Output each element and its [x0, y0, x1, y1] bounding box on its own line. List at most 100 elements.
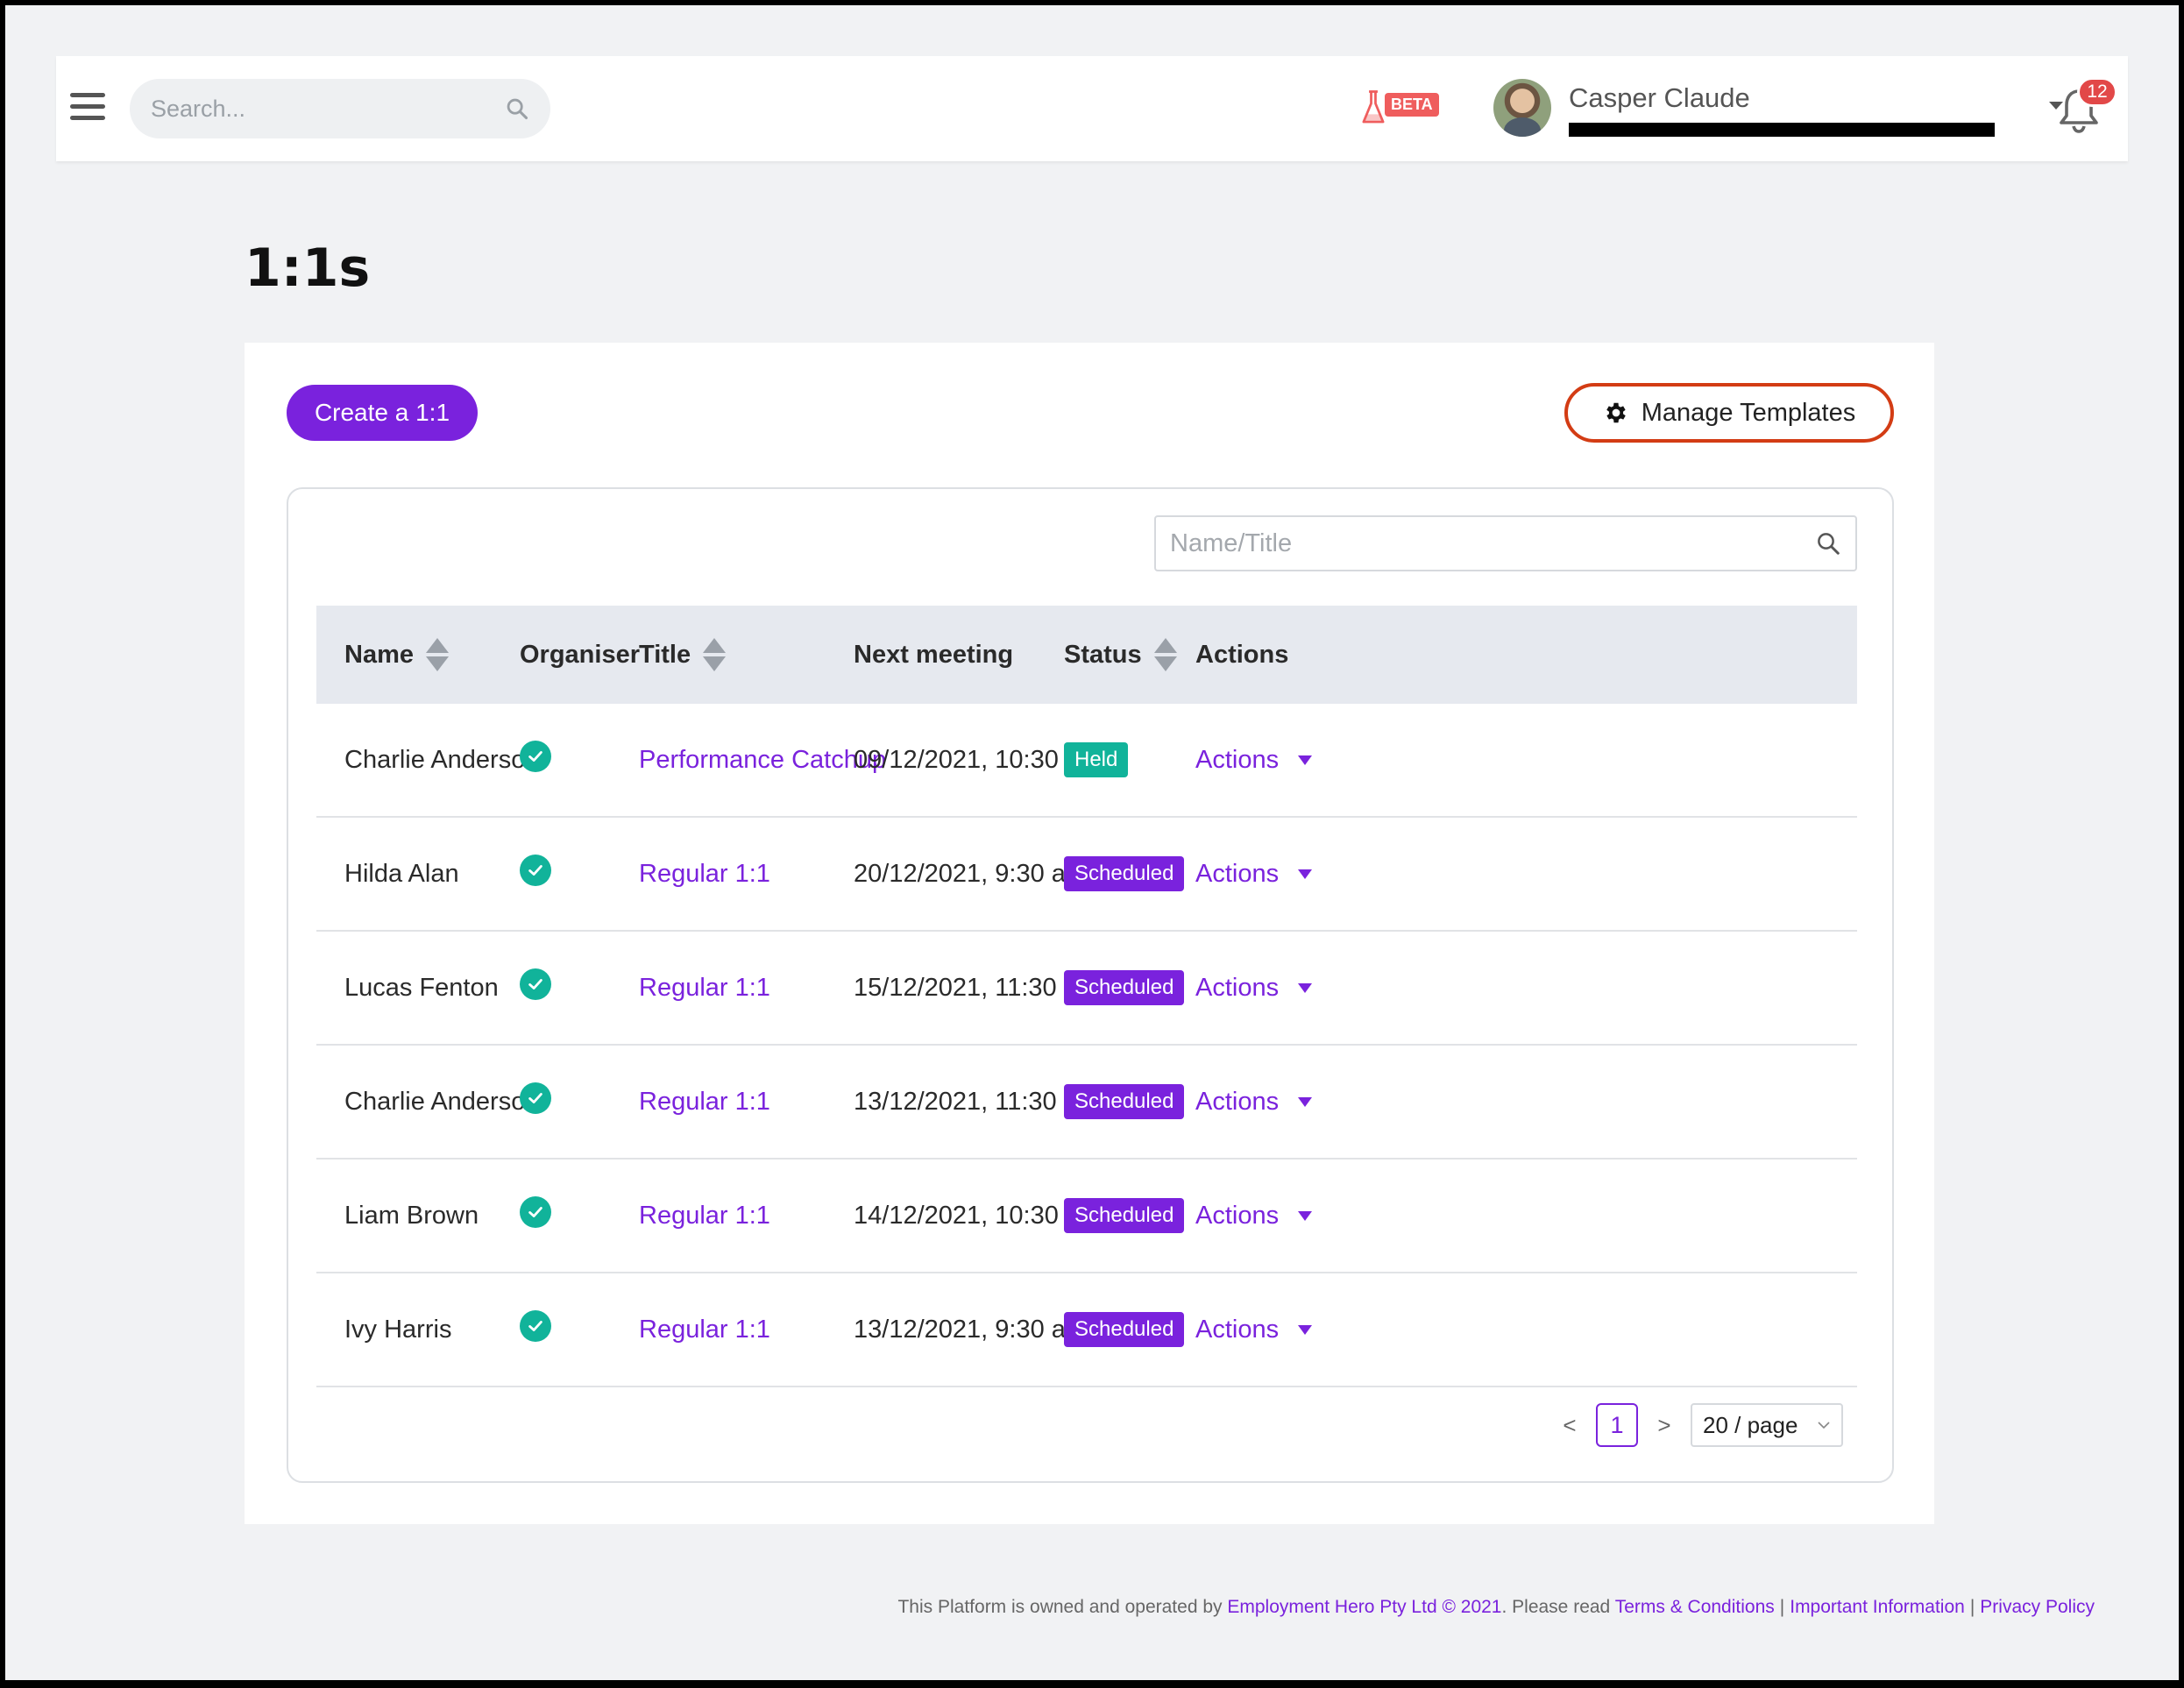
status-badge: Scheduled — [1064, 1084, 1185, 1119]
row-next-meeting: 09/12/2021, 10:30 am — [854, 745, 1102, 774]
search-icon[interactable] — [505, 96, 529, 121]
organiser-cell — [520, 932, 551, 1044]
create-one-on-one-button[interactable]: Create a 1:1 — [287, 385, 478, 441]
column-title[interactable]: Title — [639, 638, 727, 671]
row-title-link[interactable]: Regular 1:1 — [639, 859, 770, 888]
one-on-ones-card: Create a 1:1 Manage Templates Name — [245, 343, 1934, 1524]
manage-templates-button[interactable]: Manage Templates — [1564, 383, 1894, 443]
important-information-link[interactable]: Important Information — [1790, 1597, 1965, 1617]
sort-icon[interactable] — [1153, 638, 1177, 671]
organiser-cell — [520, 1160, 551, 1272]
row-actions-dropdown[interactable]: Actions — [1195, 1201, 1313, 1231]
beta-toggle[interactable]: BETA — [1360, 89, 1439, 126]
caret-down-icon — [1298, 755, 1313, 765]
table-row: Charlie Anderson Performance Catchup 09/12… — [316, 704, 1857, 818]
avatar — [1493, 79, 1551, 137]
row-name: Charlie Anderson — [344, 745, 540, 774]
row-title-link[interactable]: Regular 1:1 — [639, 973, 770, 1002]
actions-label: Actions — [1195, 745, 1280, 774]
row-actions-dropdown[interactable]: Actions — [1195, 1088, 1313, 1117]
status-badge: Held — [1064, 742, 1129, 777]
row-actions-dropdown[interactable]: Actions — [1195, 745, 1313, 775]
row-name: Charlie Anderson — [344, 1087, 540, 1116]
caret-down-icon — [1298, 869, 1313, 879]
actions-label: Actions — [1195, 1201, 1280, 1230]
app-frame: BETA Casper Claude 12 1:1s Create a 1:1 … — [5, 5, 2179, 1680]
column-actions: Actions — [1195, 640, 1289, 669]
check-circle-icon — [520, 1310, 551, 1342]
row-title-link[interactable]: Regular 1:1 — [639, 1315, 770, 1344]
search-icon[interactable] — [1815, 530, 1841, 557]
redacted-email — [1569, 123, 1995, 137]
chevron-down-icon — [1818, 1422, 1830, 1429]
name-title-filter[interactable] — [1154, 515, 1857, 571]
row-next-meeting: 20/12/2021, 9:30 am — [854, 859, 1088, 888]
page-size-value: 20 / page — [1703, 1411, 1798, 1438]
caret-down-icon — [1298, 982, 1313, 993]
organiser-cell — [520, 818, 551, 930]
table-row: Ivy Harris Regular 1:1 13/12/2021, 9:30 am… — [316, 1273, 1857, 1387]
row-title-link[interactable]: Regular 1:1 — [639, 1087, 770, 1116]
user-name: Casper Claude — [1569, 82, 1750, 113]
sort-icon[interactable] — [703, 638, 727, 671]
check-circle-icon — [520, 968, 551, 1000]
chevron-down-icon[interactable] — [2049, 102, 2063, 110]
notification-count-badge[interactable]: 12 — [2077, 77, 2117, 107]
actions-label: Actions — [1195, 859, 1280, 888]
organiser-cell — [520, 1046, 551, 1158]
search-input[interactable] — [151, 95, 505, 123]
privacy-policy-link[interactable]: Privacy Policy — [1980, 1597, 2095, 1617]
table-row: Liam Brown Regular 1:1 14/12/2021, 10:30 a… — [316, 1160, 1857, 1273]
manage-templates-label: Manage Templates — [1641, 398, 1856, 427]
flask-icon — [1362, 90, 1385, 124]
terms-link[interactable]: Terms & Conditions — [1614, 1597, 1775, 1617]
page-title: 1:1s — [245, 238, 371, 299]
check-circle-icon — [520, 1082, 551, 1114]
row-actions-dropdown[interactable]: Actions — [1195, 973, 1313, 1003]
row-next-meeting: 15/12/2021, 11:30 am — [854, 973, 1100, 1002]
caret-down-icon — [1298, 1210, 1313, 1221]
user-menu[interactable]: Casper Claude — [1493, 77, 2072, 140]
check-circle-icon — [520, 1196, 551, 1228]
table-row: Charlie Anderson Regular 1:1 13/12/2021, 1… — [316, 1046, 1857, 1160]
row-name: Liam Brown — [344, 1201, 479, 1230]
footer: This Platform is owned and operated by E… — [897, 1597, 2095, 1617]
actions-label: Actions — [1195, 1315, 1280, 1344]
status-badge: Scheduled — [1064, 970, 1185, 1005]
row-next-meeting: 14/12/2021, 10:30 am — [854, 1201, 1102, 1230]
check-circle-icon — [520, 855, 551, 886]
column-name[interactable]: Name — [344, 638, 449, 671]
row-title-link[interactable]: Regular 1:1 — [639, 1201, 770, 1230]
caret-down-icon — [1298, 1096, 1313, 1107]
organiser-cell — [520, 704, 551, 816]
row-next-meeting: 13/12/2021, 9:30 am — [854, 1315, 1088, 1344]
status-badge: Scheduled — [1064, 1312, 1185, 1347]
row-actions-dropdown[interactable]: Actions — [1195, 1315, 1313, 1344]
status-badge: Scheduled — [1064, 1198, 1185, 1233]
row-actions-dropdown[interactable]: Actions — [1195, 859, 1313, 889]
gear-icon — [1606, 402, 1626, 423]
column-status[interactable]: Status — [1064, 638, 1177, 671]
table-row: Lucas Fenton Regular 1:1 15/12/2021, 11:30… — [316, 932, 1857, 1046]
row-next-meeting: 13/12/2021, 11:30 am — [854, 1087, 1100, 1116]
row-name: Ivy Harris — [344, 1315, 452, 1344]
company-link[interactable]: Employment Hero Pty Ltd © 2021 — [1227, 1597, 1502, 1617]
check-circle-icon — [520, 741, 551, 772]
organiser-cell — [520, 1273, 551, 1386]
sort-icon[interactable] — [426, 638, 449, 671]
hamburger-icon[interactable] — [70, 93, 105, 123]
row-name: Hilda Alan — [344, 859, 459, 888]
column-next-meeting: Next meeting — [854, 640, 1014, 669]
column-organiser: Organiser — [520, 640, 640, 669]
global-search[interactable] — [130, 79, 550, 138]
actions-label: Actions — [1195, 973, 1280, 1002]
prev-page-button[interactable]: < — [1563, 1411, 1577, 1438]
name-title-filter-input[interactable] — [1170, 528, 1815, 558]
table-header: Name Organiser Title Next meeting Status — [316, 606, 1857, 704]
row-title-link[interactable]: Performance Catchup — [639, 745, 887, 774]
table-row: Hilda Alan Regular 1:1 20/12/2021, 9:30 am… — [316, 818, 1857, 932]
page-1-button[interactable]: 1 — [1596, 1403, 1638, 1447]
page-size-select[interactable]: 20 / page — [1691, 1403, 1843, 1447]
table-panel: Name Organiser Title Next meeting Status — [287, 487, 1894, 1483]
next-page-button[interactable]: > — [1657, 1411, 1671, 1438]
